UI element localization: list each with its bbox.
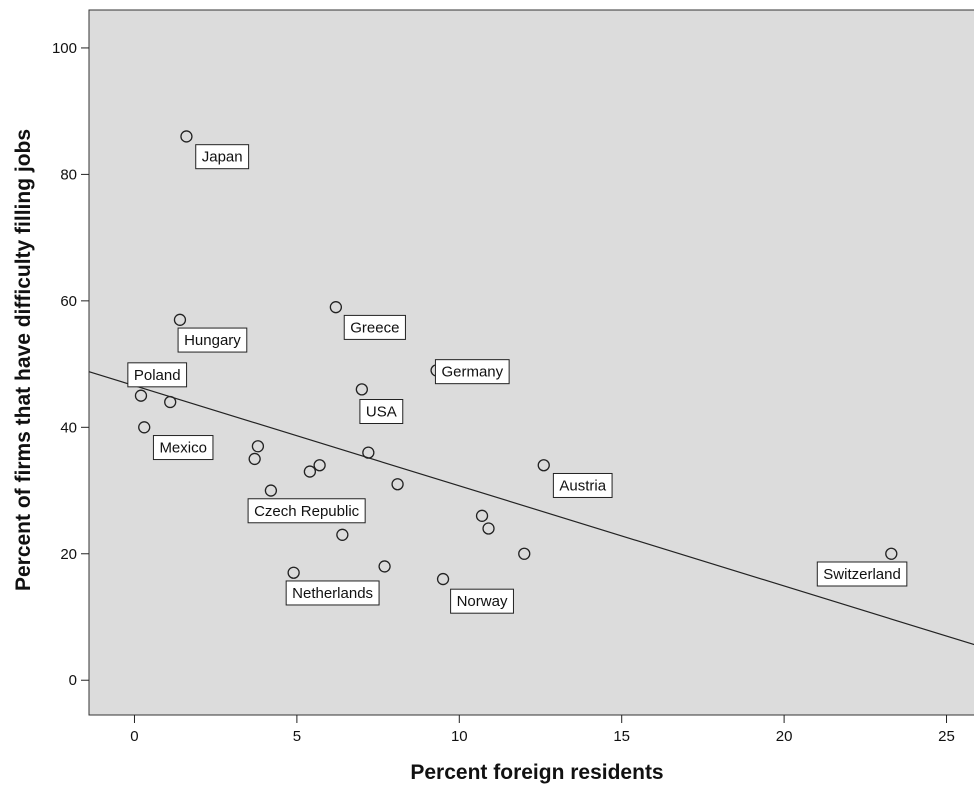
x-tick-label-25: 25 [938,728,955,745]
label-text-mexico: Mexico [159,440,207,457]
point-hungary [173,313,187,326]
point-17 [475,509,489,522]
label-japan: Japan [195,144,250,170]
label-box-austria [552,472,613,498]
label-hungary: Hungary [177,327,248,353]
regression-line [88,371,974,646]
label-box-japan [195,144,250,170]
y-tick-label-0: 0 [69,672,77,689]
point-greece [329,301,343,314]
plot-area [88,9,974,716]
label-austria: Austria [552,472,613,498]
point-japan [180,130,193,143]
label-box-hungary [177,327,248,353]
point-mexico [138,421,151,434]
y-axis: 0 20 40 60 80 100 [52,40,89,689]
label-switzerland: Switzerland [816,561,908,587]
label-box-poland [127,362,188,388]
label-text-austria: Austria [559,477,606,494]
x-tick-label-20: 20 [776,728,793,745]
label-box-norway [450,588,514,614]
label-text-switzerland: Switzerland [823,566,901,583]
point-switzerland [885,547,898,560]
point-labels: Japan Greece Hungary Germany USA Poland Mexico… [127,144,908,614]
y-tick-label-60: 60 [60,293,77,310]
label-greece: Greece [343,314,406,340]
label-poland: Poland [127,362,188,388]
label-text-hungary: Hungary [184,332,241,349]
label-box-switzerland [816,561,908,587]
label-netherlands: Netherlands [285,580,380,606]
point-14 [303,465,317,478]
label-box-netherlands [285,580,380,606]
label-norway: Norway [450,588,514,614]
y-axis-title: Percent of firms that have difficulty fi… [12,129,35,591]
regression-line-group [88,371,974,646]
y-tick-label-100: 100 [52,40,77,57]
label-box-mexico [152,435,214,461]
point-20 [518,547,531,560]
point-22 [378,560,391,573]
label-text-japan: Japan [202,149,243,166]
point-19 [336,528,349,541]
point-11 [248,452,261,466]
point-austria [537,459,550,472]
x-tick-label-15: 15 [613,728,630,745]
point-norway [436,572,450,586]
x-tick-label-5: 5 [293,728,301,745]
point-poland [134,389,148,402]
label-germany: Germany [434,359,510,385]
label-mexico: Mexico [152,435,214,461]
label-text-poland: Poland [134,367,181,384]
label-text-netherlands: Netherlands [292,585,373,602]
x-tick-label-10: 10 [451,728,468,745]
x-tick-label-0: 0 [130,728,138,745]
label-usa: USA [359,399,404,425]
y-tick-label-20: 20 [60,546,77,563]
y-tick-label-80: 80 [60,166,77,183]
label-czech-republic: Czech Republic [247,498,366,524]
point-18 [482,522,495,535]
point-7 [164,395,177,409]
label-box-usa [359,399,404,425]
point-netherlands [287,566,300,579]
point-15 [391,478,404,491]
label-text-czech-republic: Czech Republic [254,503,360,520]
x-axis-title: Percent foreign residents [410,761,663,784]
label-text-norway: Norway [457,593,508,610]
point-usa [355,383,368,396]
x-axis: 0 5 10 15 20 25 [130,715,955,745]
point-9 [251,440,265,453]
point-13 [313,459,326,472]
label-text-germany: Germany [441,364,503,381]
label-text-greece: Greece [350,319,399,336]
label-box-czech-republic [247,498,366,524]
point-10 [362,446,375,459]
label-text-usa: USA [366,404,397,421]
label-box-germany [434,359,510,385]
point-czech-republic [264,484,278,497]
label-box-greece [343,314,406,340]
y-tick-label-40: 40 [60,419,77,436]
